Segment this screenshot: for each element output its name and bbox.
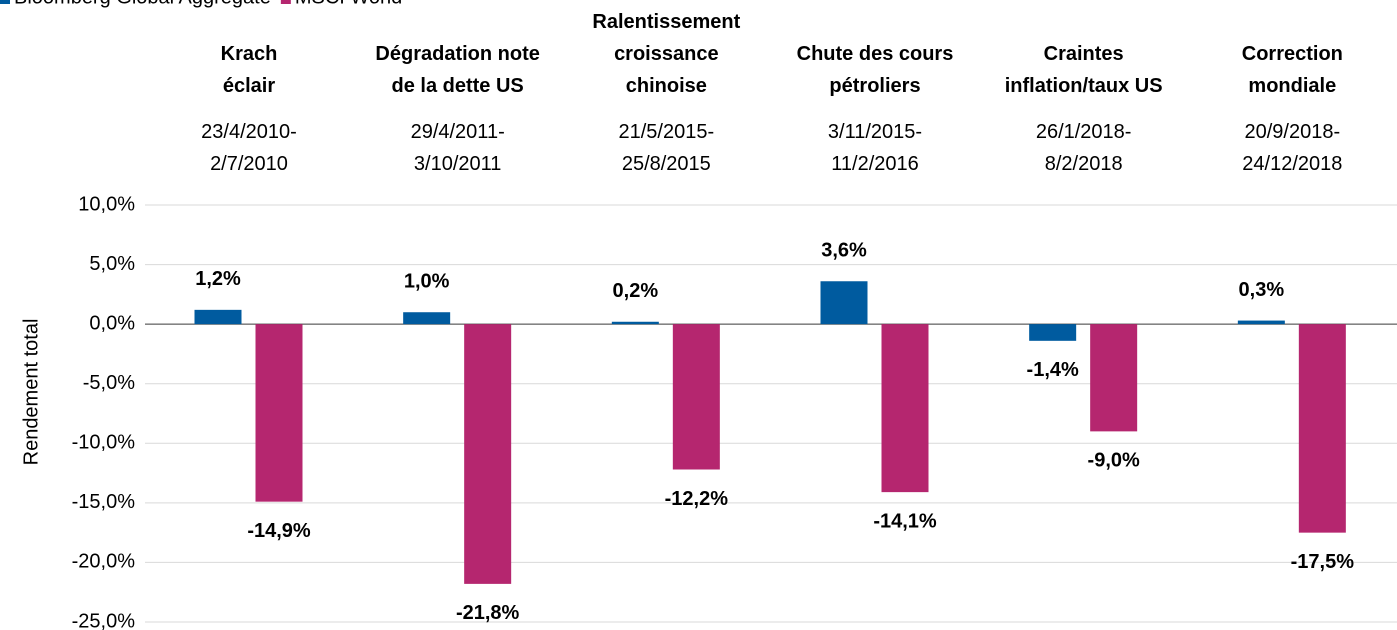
y-tick-label: -5,0%: [83, 372, 135, 394]
category-dates: 3/11/2015- 11/2/2016: [827, 121, 923, 175]
data-label: 3,6%: [821, 240, 867, 262]
y-tick-label: -15,0%: [72, 491, 136, 513]
category-dates: 29/4/2011- 3/10/2011: [410, 121, 505, 175]
bar: [881, 324, 929, 493]
data-label: -17,5%: [1291, 551, 1355, 573]
y-tick-label: -20,0%: [72, 551, 136, 573]
data-label: -14,1%: [873, 510, 937, 532]
y-tick-label: 10,0%: [78, 193, 135, 215]
legend-label: Bloomberg Global Aggregate: [14, 0, 271, 8]
bar: [255, 324, 303, 502]
bar: [1029, 324, 1077, 341]
data-label: 0,2%: [613, 280, 659, 302]
category-dates: 23/4/2010- 2/7/2010: [201, 121, 297, 175]
category-dates: 20/9/2018- 24/12/2018: [1242, 121, 1343, 175]
bar: [194, 309, 242, 325]
data-label: -14,9%: [247, 520, 311, 542]
y-tick-label: -10,0%: [72, 432, 136, 454]
bar: [1237, 320, 1285, 325]
category-label: Dégradation note de la dette US: [375, 43, 540, 97]
data-label: -1,4%: [1027, 359, 1079, 381]
data-label: 1,0%: [404, 271, 450, 293]
category-label: Chute des cours pétroliers: [796, 43, 954, 97]
legend-label: MSCI World: [295, 0, 402, 8]
category-label: Craintes inflation/taux US: [1004, 43, 1163, 97]
data-label: -9,0%: [1088, 450, 1140, 472]
category-label: Correction mondiale: [1241, 43, 1343, 97]
category-label: Krach éclair: [220, 43, 278, 97]
data-label: 1,2%: [195, 268, 241, 290]
legend-swatch: [0, 0, 10, 4]
y-tick-label: -25,0%: [72, 610, 136, 630]
data-label: -12,2%: [665, 488, 729, 510]
data-label: 0,3%: [1239, 279, 1285, 301]
y-tick-label: 0,0%: [89, 312, 135, 334]
bar: [611, 321, 659, 325]
category-dates: 26/1/2018- 8/2/2018: [1035, 121, 1132, 175]
bar: [464, 324, 512, 584]
y-tick-label: 5,0%: [89, 253, 135, 275]
legend-swatch: [280, 0, 291, 4]
bar: [820, 281, 868, 325]
y-axis-label: Rendement total: [20, 319, 42, 466]
bar: [672, 324, 720, 470]
category-dates: 21/5/2015- 25/8/2015: [618, 121, 715, 175]
bar: [403, 312, 451, 325]
data-label: -21,8%: [456, 602, 520, 624]
bar: [1090, 324, 1138, 432]
category-label: Ralentissement croissance chinoise: [592, 11, 741, 97]
bar: [1298, 324, 1346, 533]
